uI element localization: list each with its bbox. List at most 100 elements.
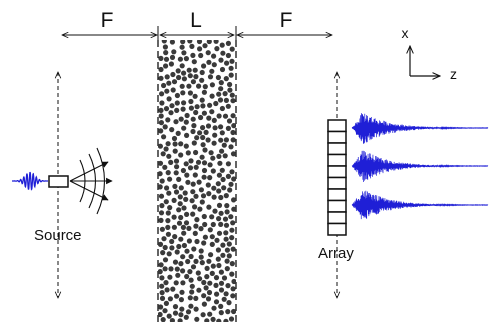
scatterer xyxy=(191,246,197,252)
scatterer xyxy=(206,59,212,65)
scatterer xyxy=(205,123,212,129)
scatterer xyxy=(197,46,203,52)
scatterer xyxy=(201,63,207,69)
scatterer xyxy=(176,207,182,213)
scatterer xyxy=(181,205,187,211)
array-element xyxy=(327,222,347,236)
scatterer xyxy=(192,93,198,99)
scatterer xyxy=(209,214,215,220)
scatterer xyxy=(165,170,171,176)
scatterer xyxy=(227,81,233,88)
scatterer xyxy=(213,282,219,288)
scatterer xyxy=(206,191,212,197)
scatterer xyxy=(169,127,175,133)
scatterer xyxy=(161,134,167,140)
scatterer xyxy=(163,199,169,205)
scatterer xyxy=(180,254,186,260)
array-element xyxy=(327,211,347,225)
scatterer xyxy=(158,210,165,216)
scatterer xyxy=(187,295,193,301)
scatterer xyxy=(200,193,207,199)
scatterer xyxy=(166,190,172,196)
scatterer xyxy=(188,277,194,283)
scatterer xyxy=(194,217,200,223)
scatterer xyxy=(179,44,185,50)
scatterer xyxy=(213,275,220,281)
scatterer xyxy=(158,128,164,134)
scatterer xyxy=(184,248,190,254)
scatterer xyxy=(182,190,188,196)
scatterer xyxy=(163,50,169,56)
scatterer xyxy=(216,172,222,178)
scatterer xyxy=(211,194,217,200)
scatterer xyxy=(223,236,229,242)
scatterer xyxy=(180,224,186,230)
scatterer xyxy=(158,75,164,81)
scatterer xyxy=(184,172,190,178)
scatterer xyxy=(193,109,199,116)
scatterer xyxy=(186,238,192,244)
scatterer xyxy=(224,258,230,264)
scatterer xyxy=(158,107,164,113)
scatterer xyxy=(224,247,230,253)
scatterer xyxy=(207,175,213,181)
scatterer xyxy=(179,63,185,69)
scatterer xyxy=(193,258,199,264)
scatterer xyxy=(177,56,183,62)
scatterer xyxy=(228,214,234,220)
scatterer xyxy=(216,153,222,159)
scatterer xyxy=(183,220,190,226)
scatterer xyxy=(215,256,221,262)
scatterer xyxy=(170,71,176,78)
scatterer xyxy=(202,147,208,153)
scatterer xyxy=(199,260,205,266)
scatterer xyxy=(209,68,215,74)
scatterer xyxy=(201,160,208,166)
scatterer xyxy=(207,311,213,317)
scatterer xyxy=(190,264,197,270)
scatterer xyxy=(210,221,216,228)
scatterer xyxy=(229,261,235,267)
scatterer xyxy=(218,194,224,201)
scatterer xyxy=(158,241,164,247)
scatterer xyxy=(183,119,189,125)
scatterer xyxy=(205,182,211,188)
scatterer xyxy=(185,150,191,156)
scatterer xyxy=(225,309,231,315)
scatterer xyxy=(201,301,207,307)
axis-x-label: x xyxy=(402,25,409,41)
scatterer xyxy=(230,113,236,119)
scatterer xyxy=(168,266,174,272)
scatterer xyxy=(191,140,197,146)
scatterer xyxy=(198,114,204,121)
scatterer xyxy=(213,40,219,44)
scatterer xyxy=(189,43,195,50)
scatterer xyxy=(163,300,169,306)
scatterer xyxy=(193,193,199,199)
scatterer xyxy=(202,221,208,228)
scatterer xyxy=(193,74,199,80)
scatterer xyxy=(169,245,175,251)
scatterer xyxy=(158,262,164,268)
scatterer xyxy=(175,272,181,278)
scatterer xyxy=(190,52,196,59)
scatterer xyxy=(187,73,193,79)
scatterer xyxy=(231,123,236,129)
scatterer xyxy=(190,211,196,217)
scatterer xyxy=(211,53,217,59)
scatterer xyxy=(230,129,236,136)
scatterer xyxy=(223,318,229,322)
scatterer xyxy=(175,68,181,74)
scatterer xyxy=(206,258,212,264)
scatterer xyxy=(202,43,208,49)
scatterer xyxy=(219,105,225,112)
scatterer xyxy=(203,129,209,135)
scatterer xyxy=(190,181,196,187)
scatterer xyxy=(198,254,204,260)
scatterer xyxy=(159,100,165,106)
scatterer xyxy=(204,318,210,322)
scatterer xyxy=(161,40,167,44)
scatterer xyxy=(201,293,207,299)
scatterer xyxy=(167,176,173,182)
scatterer xyxy=(208,252,214,258)
